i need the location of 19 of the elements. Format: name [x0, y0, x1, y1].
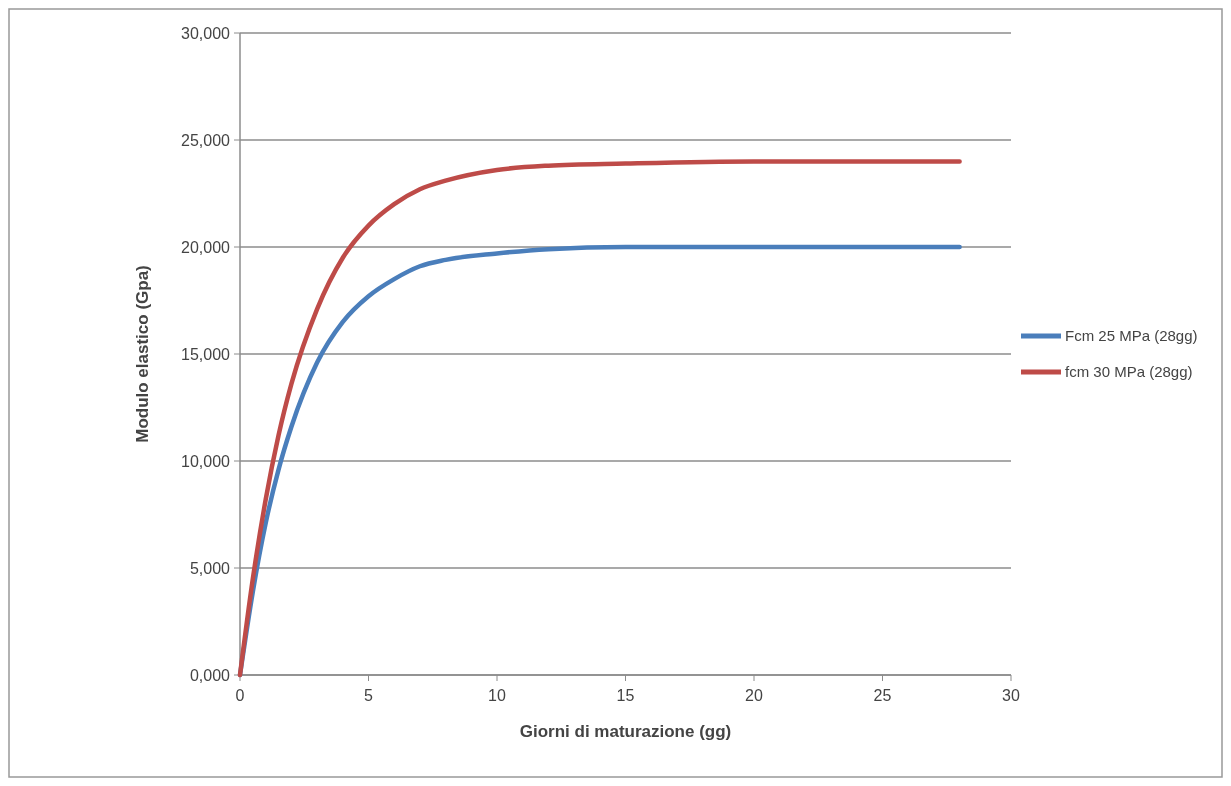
legend-label: fcm 30 MPa (28gg) — [1065, 363, 1193, 381]
x-tick-label: 0 — [235, 687, 245, 704]
y-tick-label: 0,000 — [189, 666, 231, 684]
x-axis-title: Giorni di maturazione (gg) — [519, 722, 732, 741]
y-tick-label: 25,000 — [181, 131, 231, 149]
x-tick-label: 10 — [488, 687, 506, 704]
x-tick-label: 30 — [1002, 687, 1020, 704]
y-tick-label: 15,000 — [181, 345, 231, 363]
x-tick-label: 5 — [364, 687, 374, 704]
x-tick-label: 20 — [745, 687, 763, 704]
y-tick-label: 10,000 — [181, 452, 231, 470]
x-tick-label: 25 — [873, 687, 892, 704]
legend-label: Fcm 25 MPa (28gg) — [1065, 327, 1198, 345]
y-tick-label: 20,000 — [181, 238, 231, 256]
y-tick-label: 30,000 — [181, 24, 231, 42]
line-series — [237, 159, 962, 678]
x-tick-label: 15 — [616, 687, 635, 704]
y-tick-label: 5,000 — [189, 559, 231, 577]
y-axis-title: Modulo elastico (Gpa) — [133, 265, 152, 443]
